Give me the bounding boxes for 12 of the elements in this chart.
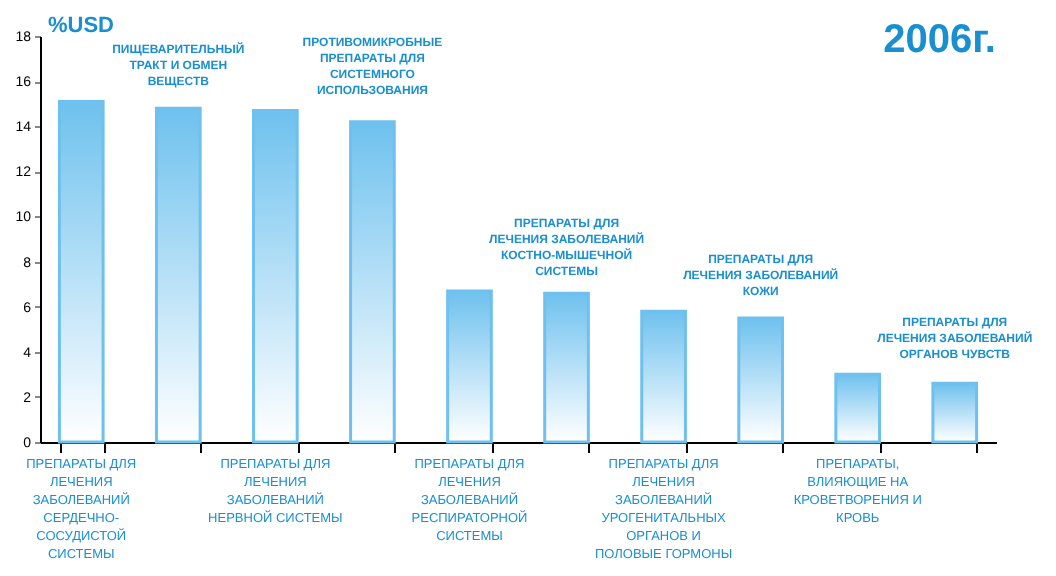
bar bbox=[154, 106, 202, 444]
bar bbox=[737, 316, 784, 444]
chart-title: 2006г. bbox=[883, 18, 996, 62]
bar bbox=[834, 372, 882, 444]
bar bbox=[252, 108, 299, 444]
bar bbox=[931, 381, 979, 444]
bar bbox=[349, 120, 396, 444]
y-axis-title: %USD bbox=[48, 14, 115, 38]
bar bbox=[57, 99, 105, 444]
bar bbox=[640, 309, 687, 444]
bar bbox=[446, 289, 493, 444]
bar bbox=[543, 291, 590, 444]
